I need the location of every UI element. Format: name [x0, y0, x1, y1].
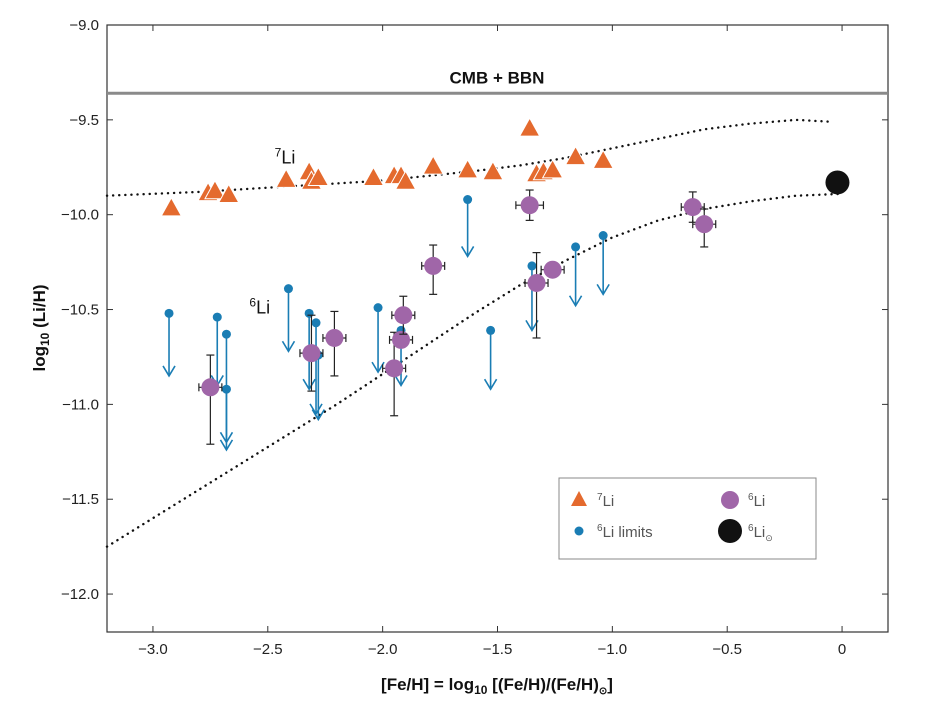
y-tick-label: −9.0 — [69, 17, 99, 34]
li6-limit-point — [221, 329, 231, 339]
li6-point — [543, 260, 562, 279]
li7-point — [307, 166, 330, 186]
li7-point — [482, 160, 504, 181]
legend-label: 6Li — [748, 492, 765, 510]
li7-point — [217, 183, 240, 204]
li6-point — [302, 344, 321, 363]
limit-arrow-head — [281, 340, 296, 353]
li6-point — [520, 196, 539, 215]
annotations-group: 7Li 6Li — [249, 145, 295, 317]
li6-measurements-group — [198, 189, 717, 445]
legend-marker-circle — [721, 491, 739, 509]
limit-arrow-head — [162, 365, 176, 378]
legend: 7Li 6Li 6Li limits 6Li⊙ — [558, 477, 817, 560]
solar-li6-point — [825, 170, 850, 195]
cmb-bbn-line-group: CMB + BBN — [107, 68, 888, 95]
limit-arrow-head — [302, 378, 316, 391]
li6-limit-point — [283, 284, 293, 294]
x-tick-label: −2.0 — [368, 641, 398, 658]
li6-point — [325, 328, 344, 347]
li7-point — [592, 149, 615, 169]
li6-point — [201, 378, 220, 397]
axis-ticks: −3.0 −2.5 −2.0 −1.5 −1.0 −0.5 0 −9.0 −9.5 −10.0 −1… — [61, 17, 888, 658]
li7-point — [362, 166, 385, 186]
limit-arrow-head — [219, 439, 234, 452]
li6-limit-point — [598, 231, 608, 241]
series-annotation: 6Li — [249, 295, 270, 317]
li6-point — [392, 330, 411, 349]
x-tick-label: 0 — [838, 641, 846, 658]
legend-label: 7Li — [597, 492, 614, 510]
x-tick-label: −1.0 — [598, 641, 628, 658]
series-annotation: 7Li — [275, 145, 296, 167]
y-axis-label: log10 (Li/H) — [30, 284, 52, 371]
li7-point — [456, 158, 479, 179]
li6-limit-point — [164, 308, 174, 318]
li6-limit-point — [212, 312, 222, 322]
legend-marker-sun — [718, 519, 742, 543]
li6-point — [394, 306, 413, 325]
x-tick-label: −1.5 — [483, 641, 513, 658]
li6-limit-point — [221, 384, 231, 394]
legend-marker-dot — [574, 526, 584, 536]
li6-limit-point — [486, 325, 496, 335]
limit-arrow-head — [596, 283, 610, 296]
x-tick-label: −0.5 — [712, 641, 742, 658]
li6-limit-point — [463, 195, 473, 205]
y-tick-label: −9.5 — [69, 112, 99, 129]
x-tick-label: −2.5 — [253, 641, 283, 658]
li7-measurements-group — [160, 117, 615, 217]
legend-label: 6Li limits — [597, 523, 653, 541]
li7-point — [518, 117, 541, 137]
li6-point — [683, 198, 702, 217]
li6-point — [385, 359, 404, 378]
li6-limit-point — [311, 318, 321, 328]
li6-limit-point — [527, 261, 537, 271]
li6-limit-point — [571, 242, 581, 252]
legend-box — [558, 477, 817, 560]
li6-point — [424, 256, 443, 275]
li6-limits-group — [162, 195, 610, 452]
limit-arrow-head — [311, 409, 326, 422]
cmb-bbn-label: CMB + BBN — [450, 68, 545, 87]
y-tick-label: −11.0 — [62, 396, 99, 413]
li6-point — [695, 215, 714, 234]
li6-point — [527, 273, 546, 292]
solar-li6-group — [825, 170, 850, 195]
li7-point — [422, 155, 445, 175]
li7-point — [275, 168, 298, 188]
limit-arrow-head — [483, 378, 498, 391]
li7-point — [541, 158, 564, 179]
y-tick-label: −12.0 — [61, 586, 99, 603]
limit-arrow-head — [568, 295, 583, 308]
y-tick-label: −10.0 — [61, 207, 99, 224]
li7-point — [160, 196, 183, 217]
x-axis-label: [Fe/H] = log10 [(Fe/H)/(Fe/H)⊙] — [381, 675, 613, 697]
limit-arrow-head — [309, 403, 323, 416]
li7-point — [564, 145, 587, 166]
legend-marker-triangle — [571, 491, 587, 506]
legend-label: 6Li⊙ — [748, 523, 773, 543]
li7-point — [394, 170, 417, 190]
y-tick-label: −10.5 — [61, 302, 99, 319]
li6-limit-point — [373, 303, 383, 313]
y-tick-label: −11.5 — [62, 491, 99, 508]
limit-arrow-head — [394, 374, 408, 387]
li6-limit-point — [304, 308, 314, 318]
li7-point — [204, 179, 226, 200]
limit-arrow-head — [460, 246, 475, 258]
x-tick-label: −3.0 — [138, 641, 168, 658]
